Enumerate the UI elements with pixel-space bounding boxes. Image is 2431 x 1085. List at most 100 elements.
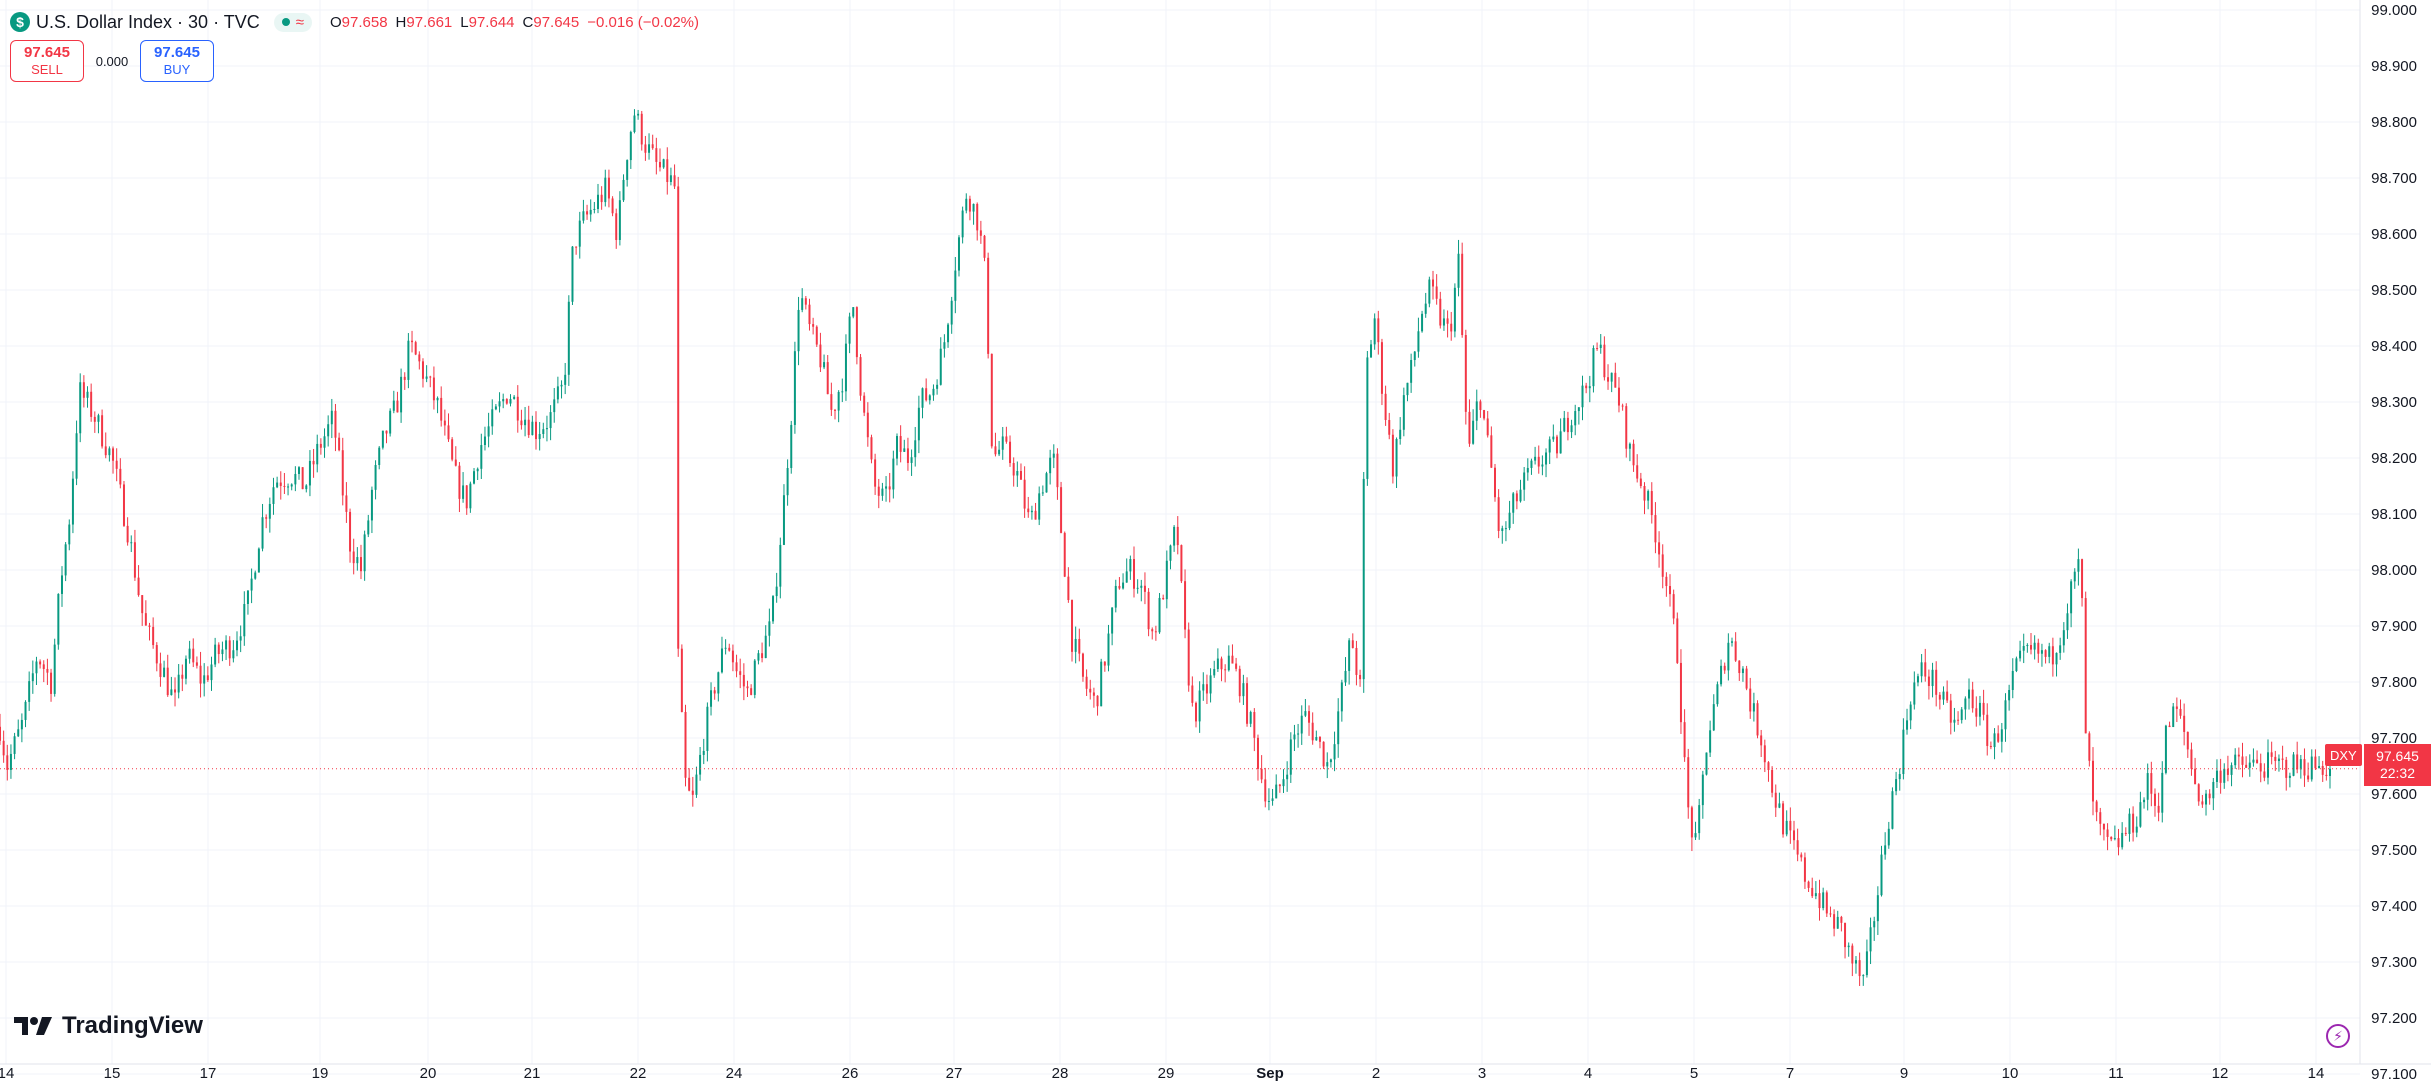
candle-body [308, 460, 311, 486]
candle-body [1778, 803, 1781, 808]
candle-body [225, 640, 228, 650]
candle-body [1822, 892, 1825, 909]
price-tick-label: 98.200 [2371, 450, 2417, 467]
candle-body [2310, 756, 2313, 780]
candle-body [1457, 253, 1460, 288]
high-label: H [395, 13, 407, 31]
candle-body [1916, 676, 1919, 683]
candle-body [976, 203, 979, 231]
buy-button[interactable]: 97.645 BUY [140, 40, 214, 82]
candle-body [1559, 431, 1562, 454]
symbol-title[interactable]: U.S. Dollar Index · 30 · TVC [36, 11, 260, 32]
candle-body [600, 194, 603, 203]
candle-body [1435, 286, 1438, 299]
candle-body [710, 690, 713, 707]
candle-body [662, 159, 665, 168]
candle-body [1501, 528, 1504, 531]
lightning-icon[interactable]: ⚡ [2326, 1024, 2350, 1048]
chart-legend: $ U.S. Dollar Index · 30 · TVC ≈ O97.658… [10, 10, 699, 34]
candle-body [680, 648, 683, 712]
candlestick-series [0, 109, 2331, 987]
candle-body [17, 729, 20, 737]
tradingview-logo[interactable]: TradingView [14, 1012, 203, 1040]
candle-body [1887, 828, 1890, 846]
candle-body [1800, 854, 1803, 858]
candle-body [1968, 689, 1971, 699]
candle-body [1774, 792, 1777, 808]
candle-body [779, 544, 782, 587]
candle-body [542, 429, 545, 435]
candle-body [2062, 630, 2065, 646]
candle-body [2019, 650, 2022, 659]
candle-body [921, 388, 924, 408]
candle-body [881, 488, 884, 496]
candle-body [571, 246, 574, 302]
candle-body [1318, 737, 1321, 742]
candle-body [2135, 826, 2138, 833]
candle-body [2066, 613, 2069, 631]
candle-body [848, 316, 851, 344]
candle-body [2208, 793, 2211, 799]
candle-body [1829, 913, 1832, 915]
candle-body [188, 648, 191, 659]
candle-body [148, 625, 151, 627]
candle-body [819, 344, 822, 368]
candle-body [283, 485, 286, 487]
candle-body [1213, 669, 1216, 676]
candle-body [823, 362, 826, 368]
open-value: 97.658 [341, 13, 388, 31]
candle-body [1103, 661, 1106, 666]
candle-body [1679, 662, 1682, 723]
candle-body [421, 361, 424, 379]
candle-body [666, 159, 669, 183]
candle-body [82, 382, 85, 398]
candle-body [1238, 668, 1241, 697]
candle-body [119, 468, 122, 485]
candle-body [2241, 756, 2244, 765]
candle-body [1242, 683, 1245, 697]
candle-body [1461, 253, 1464, 336]
candle-body [451, 439, 454, 460]
candle-body [1796, 840, 1799, 855]
candle-body [1424, 303, 1427, 314]
candle-body [910, 457, 913, 463]
sell-button[interactable]: 97.645 SELL [10, 40, 84, 82]
candle-body [1173, 526, 1176, 546]
candle-body [1971, 689, 1974, 709]
candle-body [327, 424, 330, 437]
price-tick-label: 98.500 [2371, 282, 2417, 299]
candle-body [2081, 559, 2084, 599]
candle-body [1716, 684, 1719, 705]
candle-body [757, 653, 760, 661]
candle-body [1545, 452, 1548, 465]
candle-body [1483, 410, 1486, 419]
candle-body [950, 300, 953, 325]
candle-body [735, 662, 738, 672]
candle-body [1927, 676, 1930, 687]
market-status-indicator[interactable]: ≈ [273, 12, 312, 32]
candle-body [2110, 836, 2113, 840]
candle-body [1690, 807, 1693, 838]
candle-body [1063, 532, 1066, 577]
candle-body [888, 486, 891, 490]
candle-body [1304, 711, 1307, 716]
price-axis[interactable]: 97.100 97.200 97.300 97.400 97.500 97.600 97.7… [2359, 0, 2431, 1085]
time-axis[interactable]: 14 15 17 19 20 21 22 24 26 27 28 29 Sep 2 3 4 5 7 9 10 11 12 1… [0, 1063, 2431, 1082]
candle-body [276, 482, 279, 488]
time-tick-label: 9 [1900, 1065, 1908, 1082]
candle-body [957, 237, 960, 271]
candle-body [1278, 784, 1281, 787]
candle-body [319, 443, 322, 448]
candle-body [1566, 417, 1569, 433]
candle-body [1289, 739, 1292, 775]
candle-body [1147, 591, 1150, 630]
price-tick-label: 98.300 [2371, 394, 2417, 411]
candle-body [804, 298, 807, 305]
candle-body [1526, 467, 1529, 473]
candle-body [1490, 435, 1493, 468]
candle-body [287, 486, 290, 488]
candle-body [1275, 784, 1278, 799]
candle-body [1767, 762, 1770, 771]
candle-body [746, 686, 749, 689]
